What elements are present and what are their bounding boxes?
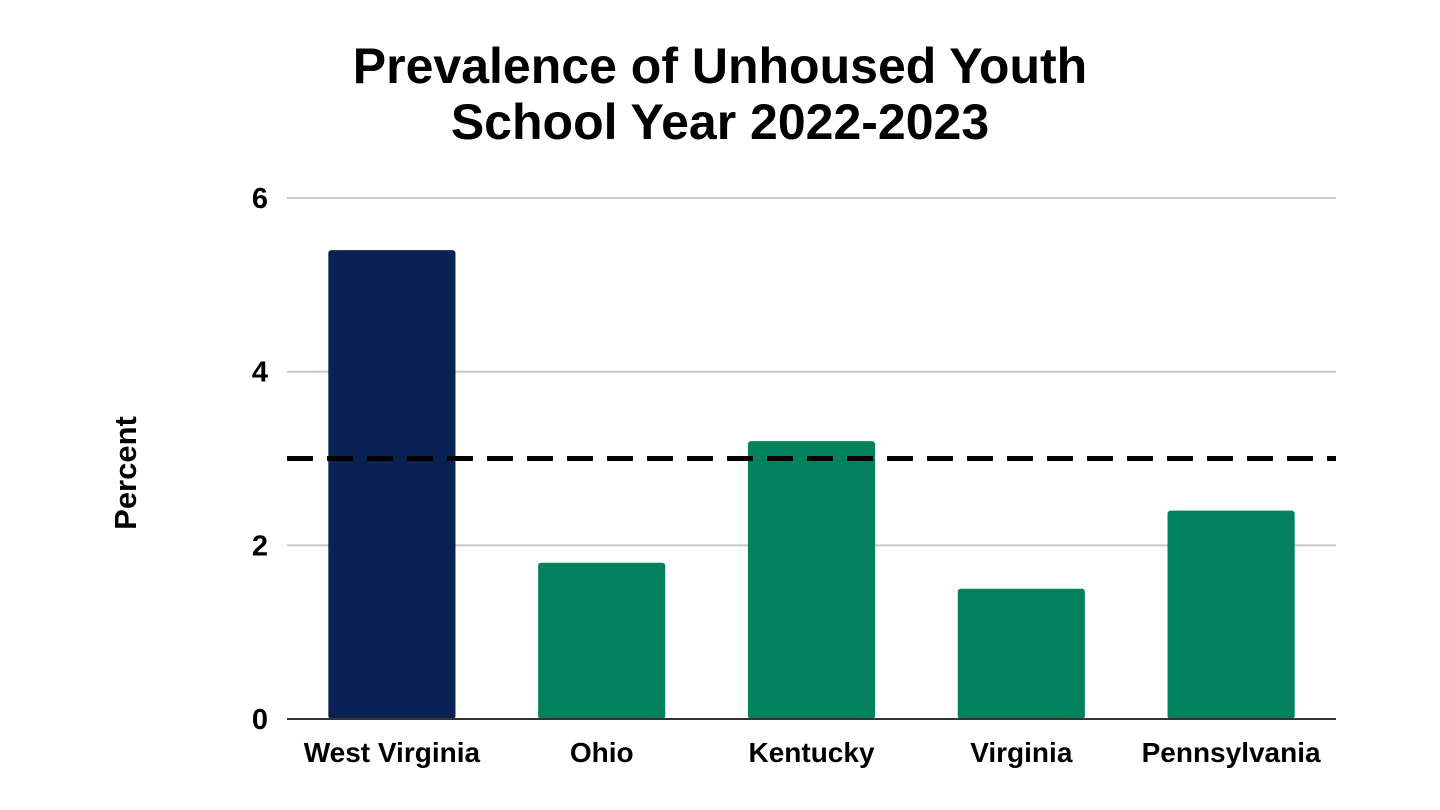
chart-title: Prevalence of Unhoused Youth School Year… xyxy=(0,38,1440,150)
x-tick-label: Ohio xyxy=(570,737,634,768)
bar xyxy=(747,441,876,719)
bar xyxy=(957,588,1085,719)
x-tick-label: Virginia xyxy=(970,737,1073,768)
y-axis-title: Percent xyxy=(108,416,143,530)
y-axis-ticks: 0 2 4 6 xyxy=(252,183,268,736)
x-axis-labels: West Virginia Ohio Kentucky Virginia Pennsyl… xyxy=(304,737,1321,768)
x-tick-label: West Virginia xyxy=(304,737,481,768)
bars xyxy=(328,250,1295,719)
bar xyxy=(1167,510,1295,719)
bar xyxy=(328,250,456,719)
chart-title-line-1: Prevalence of Unhoused Youth xyxy=(352,38,1088,94)
x-tick-label: Pennsylvania xyxy=(1142,737,1321,768)
x-tick-label: Kentucky xyxy=(748,737,874,768)
chart-subtitle: School Year 2022-2023 xyxy=(450,94,990,150)
y-tick-label: 4 xyxy=(252,357,268,389)
y-tick-label: 0 xyxy=(252,704,268,736)
bar xyxy=(538,562,666,719)
y-tick-label: 6 xyxy=(252,183,268,215)
y-tick-label: 2 xyxy=(252,530,268,562)
